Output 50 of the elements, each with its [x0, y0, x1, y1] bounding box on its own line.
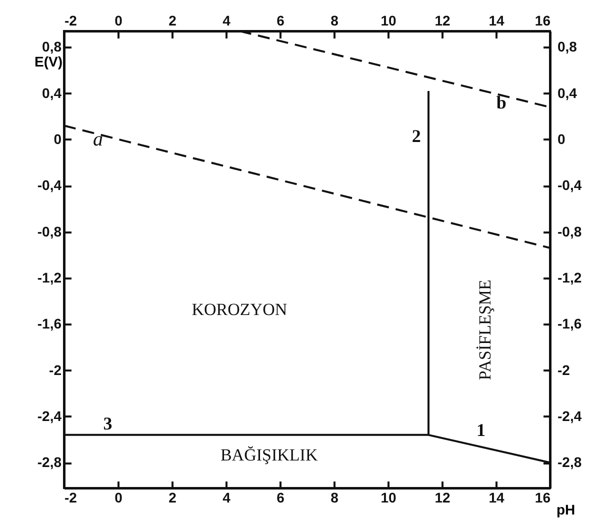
y2-tick-label: -1,6: [558, 316, 582, 332]
x2-tick-label: 12: [434, 12, 450, 28]
y2-tick-label: 0: [558, 130, 566, 147]
annotation: 1: [476, 420, 486, 440]
x2-tick-label: -2: [64, 12, 78, 28]
x2-tick-label: 6: [276, 12, 285, 28]
x-tick-label: 14: [488, 490, 504, 506]
y-tick-label: -2,4: [37, 408, 62, 424]
x-axis-title: pH: [556, 502, 576, 518]
annotation: 2: [412, 126, 421, 146]
y2-tick-label: 0,8: [558, 38, 578, 55]
y-tick-label: -2,8: [37, 454, 62, 470]
annotation: b: [496, 92, 506, 113]
x2-tick-label: 14: [488, 12, 504, 28]
x-tick-label: -2: [64, 490, 78, 506]
annotation: BAĞIŞIKLIK: [220, 446, 318, 465]
annotation: KOROZYON: [192, 300, 288, 320]
x-tick-label: 16: [534, 490, 551, 506]
y-tick-label: -2: [49, 362, 62, 378]
y-tick-label: 0,4: [42, 84, 62, 101]
annotation: 3: [103, 413, 112, 434]
y-tick-label: -1,2: [37, 269, 62, 286]
x2-tick-label: 0: [114, 12, 123, 28]
y2-tick-label: -2,4: [558, 408, 582, 424]
y2-tick-label: -0,8: [558, 223, 582, 240]
y-tick-label: -1,6: [37, 316, 62, 332]
y2-tick-label: 0,4: [558, 84, 578, 101]
y-tick-label: -0,4: [37, 177, 62, 194]
x2-tick-label: 10: [380, 12, 396, 28]
x-tick-label: 2: [168, 490, 177, 506]
x2-tick-label: 4: [222, 12, 231, 28]
y2-tick-label: -2: [558, 362, 570, 378]
y2-tick-label: -2,8: [558, 454, 582, 470]
x-tick-label: 12: [434, 490, 450, 506]
y2-tick-label: -1,2: [558, 269, 582, 286]
annotation: a: [93, 128, 104, 150]
x2-tick-label: 8: [330, 12, 339, 28]
y2-tick-label: -0,4: [558, 177, 582, 194]
y-tick-label: -0,8: [37, 223, 62, 240]
y-axis-title: E(V): [34, 54, 62, 70]
x-tick-label: 4: [222, 490, 231, 506]
y-tick-label: 0,8: [42, 38, 62, 55]
x2-tick-label: 16: [534, 12, 551, 28]
annotation: PASİFLEŞME: [475, 280, 494, 380]
y-tick-label: 0: [54, 130, 62, 147]
x-tick-label: 10: [380, 490, 396, 506]
x-tick-label: 0: [114, 490, 123, 506]
x-tick-label: 8: [330, 490, 339, 506]
x2-tick-label: 2: [168, 12, 177, 28]
x-tick-label: 6: [276, 490, 285, 506]
